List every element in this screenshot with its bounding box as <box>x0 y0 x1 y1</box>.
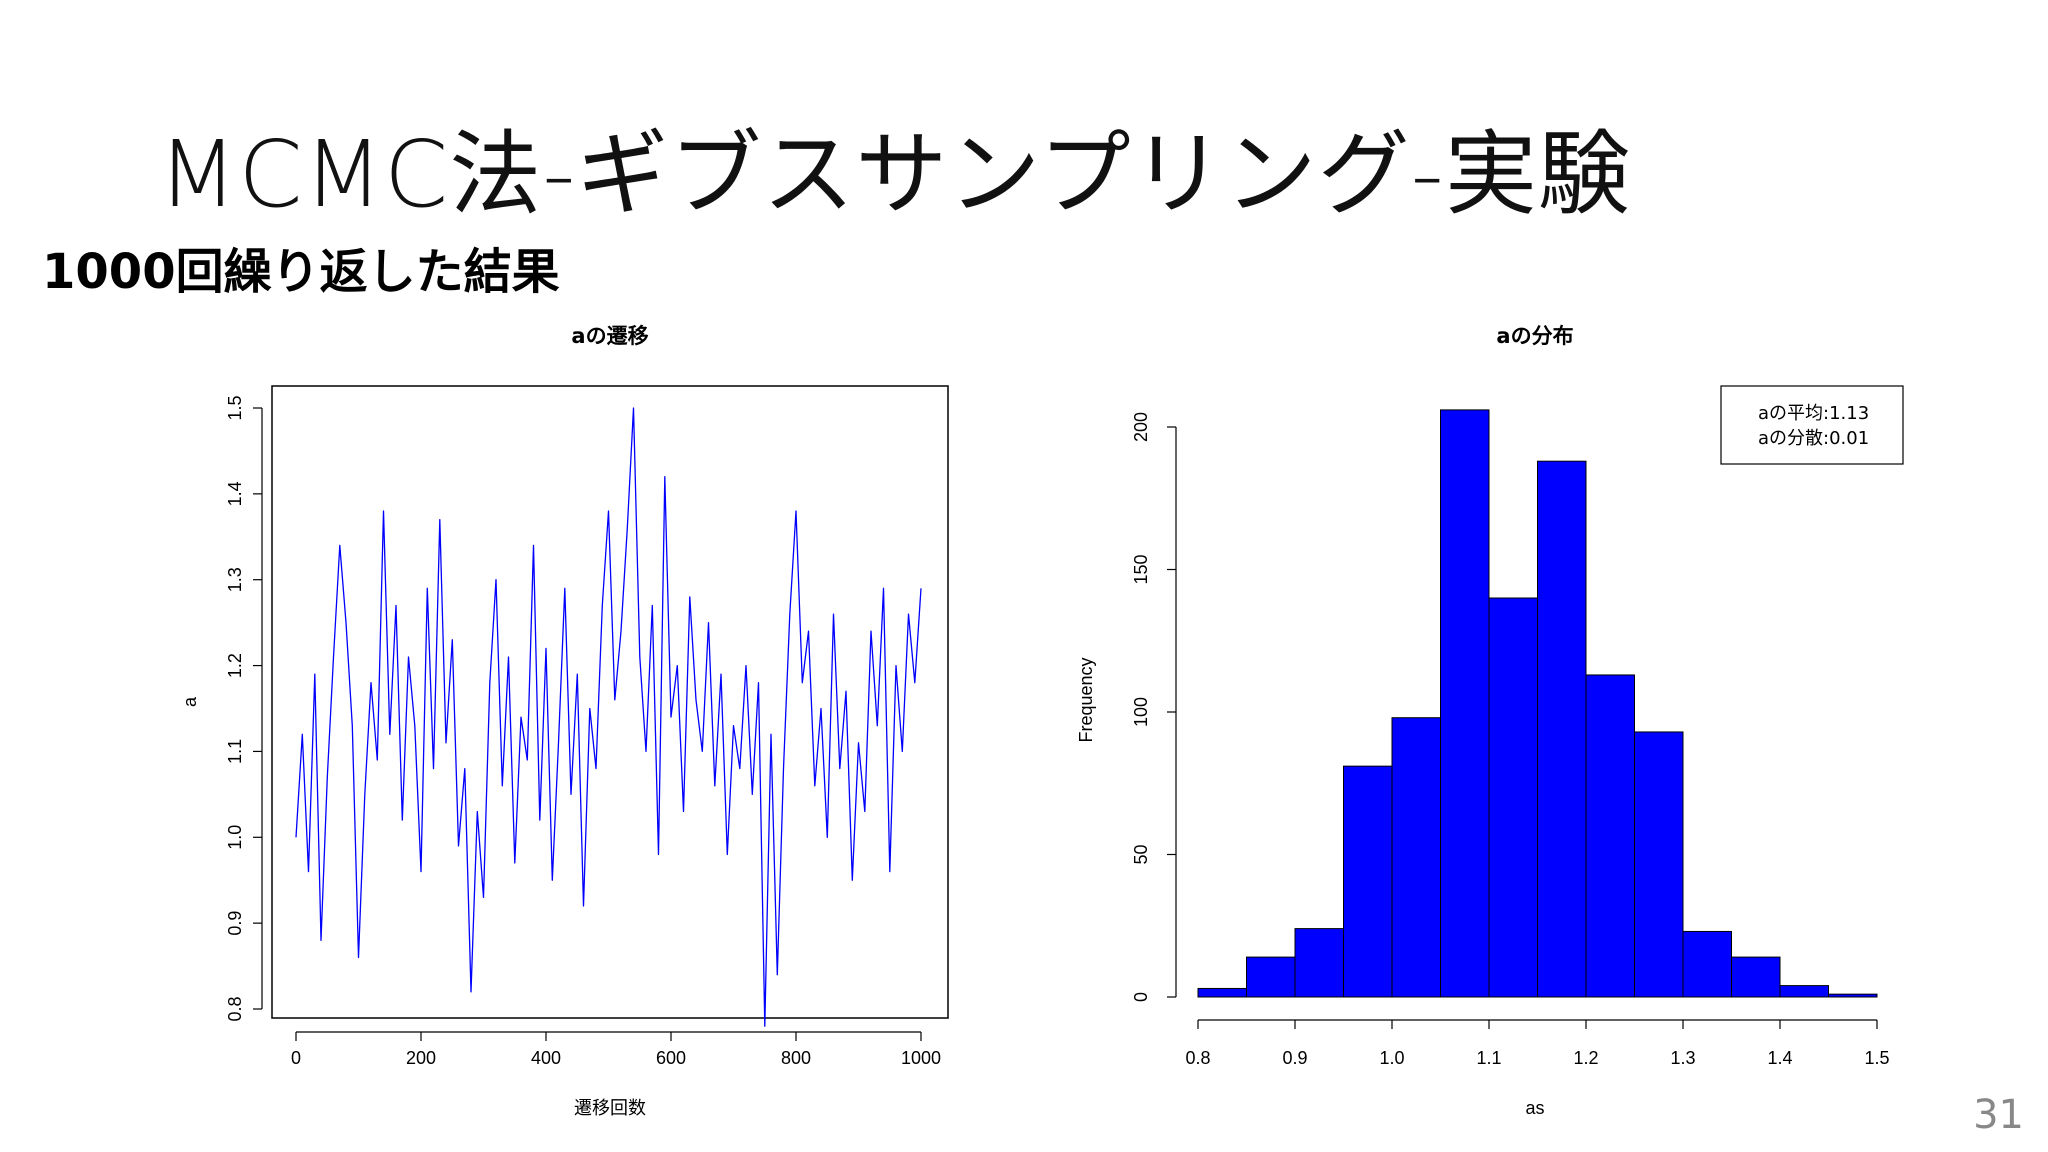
trace-x-tick-label: 400 <box>531 1048 561 1068</box>
page-number: 31 <box>1973 1092 2024 1138</box>
hist-bar <box>1246 956 1296 998</box>
trace-plot-frame <box>271 385 949 1019</box>
hist-x-tick-label: 1.4 <box>1767 1048 1792 1068</box>
trace-chart-title: aの遷移 <box>571 324 648 348</box>
trace-y-tick-label: 1.0 <box>225 825 245 850</box>
hist-legend-text: aの分散:0.01 <box>1758 428 1869 449</box>
trace-y-tick-label: 1.3 <box>225 567 245 592</box>
hist-bar <box>1537 460 1587 998</box>
hist-chart-title: aの分布 <box>1496 324 1573 348</box>
hist-bar <box>1294 928 1344 998</box>
hist-x-tick-label: 1.1 <box>1476 1048 1501 1068</box>
trace-series-line <box>295 407 922 1027</box>
hist-bar <box>1343 765 1393 998</box>
trace-y-tick-label: 1.4 <box>225 481 245 506</box>
hist-bar <box>1779 985 1829 998</box>
hist-x-tick-label: 1.0 <box>1379 1048 1404 1068</box>
hist-legend-text: aの平均:1.13 <box>1758 403 1869 424</box>
slide-subtitle: 1000回繰り返した結果 <box>42 244 560 300</box>
hist-y-tick-label: 50 <box>1131 844 1151 864</box>
hist-bar <box>1488 597 1538 998</box>
hist-x-tick-label: 1.2 <box>1573 1048 1598 1068</box>
hist-y-tick-label: 100 <box>1131 697 1151 727</box>
hist-bar <box>1634 731 1684 998</box>
hist-bar <box>1391 717 1441 998</box>
trace-x-tick-label: 800 <box>781 1048 811 1068</box>
slide-title: MCMC法-ギブスサンプリング-実験 <box>158 121 1631 228</box>
hist-bar <box>1731 956 1781 998</box>
hist-bar <box>1682 930 1732 998</box>
hist-x-tick-label: 0.9 <box>1282 1048 1307 1068</box>
hist-legend-box <box>1720 385 1904 465</box>
hist-y-tick-label: 150 <box>1131 554 1151 584</box>
hist-x-tick-label: 1.5 <box>1864 1048 1889 1068</box>
trace-y-axis-title: a <box>180 696 200 707</box>
hist-bar <box>1585 674 1635 998</box>
hist-y-tick-label: 200 <box>1131 412 1151 442</box>
hist-y-axis-title: Frequency <box>1076 657 1096 742</box>
hist-y-tick-label: 0 <box>1131 992 1151 1002</box>
hist-x-tick-label: 1.3 <box>1670 1048 1695 1068</box>
trace-y-tick-label: 1.2 <box>225 653 245 678</box>
trace-x-tick-label: 200 <box>406 1048 436 1068</box>
trace-x-tick-label: 1000 <box>901 1048 941 1068</box>
hist-bar <box>1440 409 1490 998</box>
trace-y-tick-label: 1.5 <box>225 395 245 420</box>
trace-y-tick-label: 0.8 <box>225 996 245 1021</box>
hist-bar <box>1828 993 1878 998</box>
trace-y-tick-label: 1.1 <box>225 739 245 764</box>
trace-x-tick-label: 600 <box>656 1048 686 1068</box>
trace-y-tick-label: 0.9 <box>225 911 245 936</box>
hist-x-axis-title: as <box>1525 1098 1544 1118</box>
hist-bar <box>1197 987 1247 998</box>
hist-x-tick-label: 0.8 <box>1185 1048 1210 1068</box>
trace-x-tick-label: 0 <box>291 1048 301 1068</box>
trace-x-axis-title: 遷移回数 <box>574 1098 646 1118</box>
